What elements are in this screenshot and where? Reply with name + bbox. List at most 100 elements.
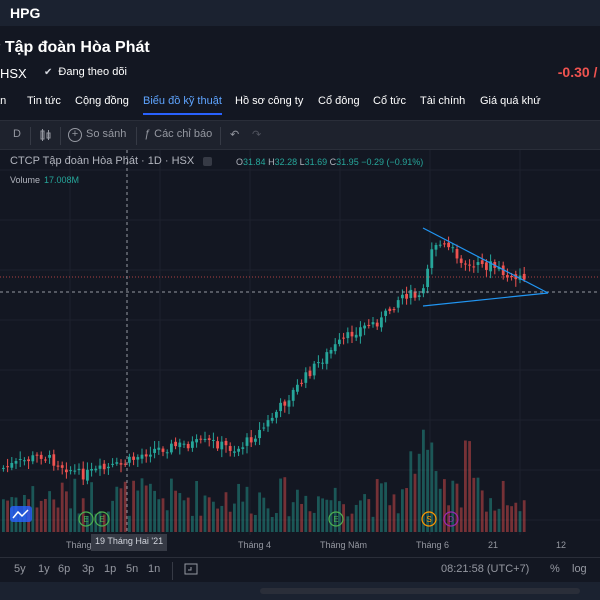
log-toggle[interactable]: log	[572, 563, 587, 575]
candle-body	[174, 441, 177, 447]
volume-bar	[136, 490, 140, 532]
clock-time[interactable]: 08:21:58 (UTC+7)	[441, 563, 530, 575]
range-button[interactable]: 1n	[148, 563, 161, 575]
range-button[interactable]: 1p	[104, 563, 117, 575]
event-marker	[78, 511, 94, 527]
x-tick-label: Tháng 6	[416, 540, 450, 550]
candle-body	[228, 446, 232, 451]
candle-body	[333, 344, 337, 352]
volume-bar	[485, 511, 488, 532]
volume-bar	[178, 493, 182, 532]
interval-button[interactable]: D	[13, 128, 21, 140]
tab-community[interactable]: Cộng đồng	[75, 95, 129, 107]
indicators-button[interactable]: ƒ Các chỉ báo	[144, 128, 212, 140]
candle-body	[69, 470, 72, 472]
legend-settings-icon[interactable]	[203, 156, 213, 166]
volume-bar	[86, 516, 89, 532]
tab-financials[interactable]: Tài chính	[420, 95, 466, 107]
volume-bar	[123, 481, 127, 532]
volume-bar	[392, 494, 396, 532]
volume-label: Volume	[10, 175, 41, 185]
volume-bar	[157, 499, 161, 532]
exchange-label: HSX	[0, 66, 27, 81]
percent-toggle[interactable]: %	[550, 563, 560, 575]
volume-bar	[384, 482, 387, 532]
volume-bar	[119, 488, 123, 532]
candle-style-icon[interactable]	[38, 128, 52, 145]
trendline-lower	[422, 292, 549, 307]
candle-body	[262, 427, 266, 429]
redo-icon[interactable]: ↷	[252, 129, 262, 141]
volume-bar	[128, 515, 131, 532]
tab-news[interactable]: Tin tức	[27, 95, 61, 107]
goto-date-icon[interactable]	[184, 563, 198, 579]
event-marker-label: E	[333, 515, 338, 524]
candle-body	[405, 294, 408, 299]
candle-body	[350, 331, 354, 337]
volume-bar	[476, 477, 480, 532]
range-button[interactable]: 5y	[14, 563, 26, 575]
tab-dividends[interactable]: Cổ tức	[373, 95, 407, 107]
volume-bar	[77, 513, 81, 532]
range-button[interactable]: 6p	[58, 563, 71, 575]
event-marker-label: E	[83, 515, 88, 524]
range-button[interactable]: 1y	[38, 563, 50, 575]
follow-button[interactable]: ✔ Đang theo dõi	[44, 66, 127, 78]
candle-body	[149, 454, 152, 457]
volume-bar	[333, 487, 337, 532]
volume-bar	[275, 513, 278, 532]
volume-bar	[346, 516, 350, 532]
volume-bar	[455, 483, 459, 532]
undo-icon[interactable]: ↶	[230, 129, 240, 141]
volume-bar	[220, 505, 224, 532]
volume-bar	[296, 489, 299, 532]
candle-body	[216, 441, 219, 449]
tab-shareholders[interactable]: Cổ đông	[318, 95, 360, 107]
candle-body	[186, 443, 190, 449]
volume-bar	[388, 505, 392, 532]
volume-bar	[224, 492, 228, 532]
candle-body	[98, 465, 102, 469]
candle-body	[212, 439, 215, 441]
x-tick-label: Tháng 4	[238, 540, 272, 550]
candle-body	[468, 264, 471, 266]
candle-body	[119, 463, 123, 465]
range-button[interactable]: 3p	[82, 563, 95, 575]
candle-body	[254, 438, 257, 442]
volume-bar	[65, 491, 68, 532]
tab-price-history[interactable]: Giá quá khứ	[480, 95, 541, 107]
candle-body	[275, 411, 278, 418]
volume-bar	[472, 477, 476, 532]
volume-bar	[132, 480, 135, 532]
candle-body	[287, 400, 291, 407]
volume-bar	[233, 503, 236, 532]
candle-body	[291, 389, 295, 401]
panel-toggle-icon[interactable]	[10, 506, 32, 522]
tab-technical-chart[interactable]: Biểu đồ kỹ thuật	[143, 95, 222, 115]
volume-bar	[266, 508, 270, 532]
volume-bar	[325, 499, 329, 532]
volume-bar	[60, 482, 64, 532]
volume-bar	[367, 499, 371, 532]
close-value: 31.95	[336, 157, 359, 167]
candle-body	[510, 276, 513, 278]
candle-body	[52, 454, 56, 466]
horizontal-scrollbar[interactable]	[260, 588, 580, 594]
candle-body	[317, 362, 320, 364]
event-marker-label: E	[99, 515, 104, 524]
volume-bar	[73, 478, 77, 532]
volume-bar	[413, 473, 417, 532]
tab-company-profile[interactable]: Hồ sơ công ty	[235, 95, 304, 107]
compare-button[interactable]: + So sánh	[68, 128, 126, 142]
range-button[interactable]: 5n	[126, 563, 139, 575]
volume-bar	[510, 506, 513, 532]
candle-body	[443, 243, 446, 245]
event-marker	[443, 511, 459, 527]
volume-bar	[56, 507, 60, 532]
volume-bar	[216, 508, 219, 532]
volume-bar	[212, 501, 215, 532]
tab-overview[interactable]: an	[0, 95, 7, 107]
volume-bar	[375, 479, 379, 532]
